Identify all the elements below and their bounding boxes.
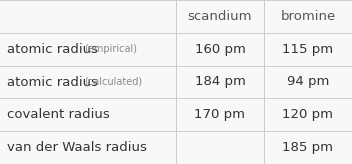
Text: 170 pm: 170 pm [195, 108, 245, 121]
Text: 160 pm: 160 pm [195, 43, 245, 56]
Text: (empirical): (empirical) [84, 44, 137, 54]
Text: scandium: scandium [188, 10, 252, 23]
Text: covalent radius: covalent radius [7, 108, 110, 121]
Text: atomic radius: atomic radius [7, 43, 102, 56]
Text: 120 pm: 120 pm [283, 108, 333, 121]
Text: bromine: bromine [281, 10, 335, 23]
Text: 184 pm: 184 pm [195, 75, 245, 89]
Text: (calculated): (calculated) [84, 77, 142, 87]
Text: 115 pm: 115 pm [282, 43, 334, 56]
Text: van der Waals radius: van der Waals radius [7, 141, 147, 154]
Text: 94 pm: 94 pm [287, 75, 329, 89]
Text: 185 pm: 185 pm [283, 141, 333, 154]
Text: atomic radius: atomic radius [7, 75, 102, 89]
